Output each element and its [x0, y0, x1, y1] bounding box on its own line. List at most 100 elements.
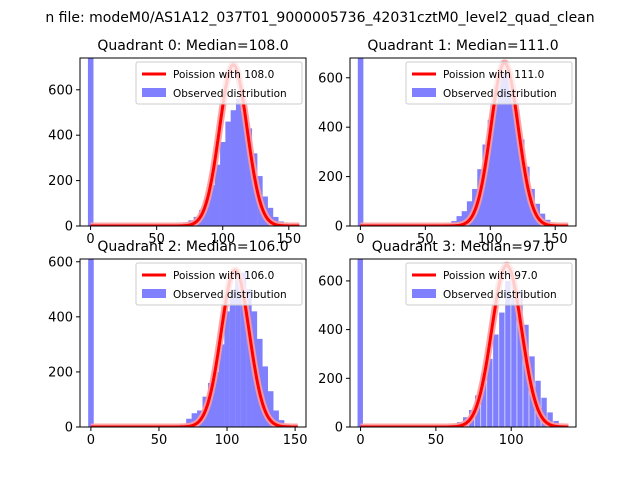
histogram-bar: [191, 413, 198, 427]
poisson-fit-line: [89, 63, 301, 226]
poisson-fit-line: [359, 61, 570, 226]
legend-entry-fit: Poission with 108.0: [173, 69, 274, 81]
legend: Poission with 106.0 Observed distribution: [135, 262, 303, 306]
axes-frame: [79, 258, 307, 428]
subplot-quadrant-1: 0 50 100 150 0 200 400 600 Quadrant 1: Median=11…: [318, 38, 577, 247]
plot-area: [87, 58, 303, 226]
legend-entry-fit: Poission with 106.0: [173, 270, 274, 282]
x-tick-label: 100: [215, 433, 240, 448]
x-tick-label: 100: [499, 433, 524, 448]
subplot-title: Quadrant 0: Median=108.0: [97, 38, 288, 54]
histogram-bar: [235, 98, 242, 226]
axes-frame: [79, 57, 307, 227]
histogram-bar: [499, 312, 505, 427]
histogram-bar: [213, 371, 219, 427]
x-tick-label: 150: [276, 232, 301, 247]
histogram-bar: [547, 412, 553, 427]
x-tick-label: 50: [151, 433, 168, 448]
y-tick-label: 600: [318, 71, 343, 86]
x-tick-label: 0: [356, 232, 364, 247]
histogram-bar: [214, 164, 221, 226]
y-tick-label: 400: [48, 310, 73, 325]
x-tick-label: 0: [87, 433, 95, 448]
histogram-bar: [456, 216, 463, 226]
legend: Poission with 108.0 Observed distribution: [135, 61, 303, 105]
histogram-bar: [246, 128, 253, 226]
x-tick-label: 100: [210, 232, 235, 247]
legend-entry-fit: Poission with 111.0: [443, 69, 544, 81]
x-tick-label: 50: [428, 433, 445, 448]
subplot-quadrant-2: 0 50 100 150 0 200 400 600 Quadrant 2: Median=10…: [48, 239, 307, 448]
histogram-bar: [220, 142, 226, 226]
legend-entry-observed: Observed distribution: [443, 88, 557, 100]
legend-entry-fit: Poission with 97.0: [443, 270, 538, 282]
histogram-bar: [224, 311, 230, 427]
y-tick-label: 0: [65, 220, 73, 235]
histogram-bar: [481, 373, 487, 427]
y-tick-label: 600: [48, 83, 73, 98]
legend: Poission with 111.0 Observed distribution: [405, 61, 573, 105]
histogram-bar: [218, 344, 225, 427]
histogram-bar: [204, 198, 210, 226]
legend-box: [405, 61, 573, 105]
subplot-title: Quadrant 2: Median=106.0: [97, 239, 288, 255]
legend-bar-swatch: [412, 88, 436, 97]
histogram-bar: [87, 58, 94, 226]
y-tick-label: 400: [318, 121, 343, 136]
histogram-bar: [517, 290, 523, 427]
histogram-bar: [508, 87, 515, 226]
histogram-bar: [241, 112, 247, 226]
subplot-quadrant-3: 0 50 100 0 200 400 600 Quadrant 3: Median=97.0 P…: [318, 239, 577, 448]
histogram-bar: [229, 289, 236, 427]
y-tick-label: 400: [318, 323, 343, 338]
subplot-quadrant-0: 0 50 100 150 0 200 400 600 Quadrant 0: Median=10…: [48, 38, 307, 247]
histogram-bar: [230, 110, 237, 226]
legend-bar-swatch: [142, 289, 166, 298]
plot-area: [357, 259, 572, 427]
histogram-bar: [225, 121, 231, 226]
histogram-bar: [88, 259, 94, 427]
subplot-title: Quadrant 3: Median=97.0: [372, 239, 554, 255]
legend-entry-observed: Observed distribution: [173, 88, 287, 100]
y-tick-label: 0: [335, 421, 343, 436]
x-tick-label: 50: [417, 232, 434, 247]
histogram-bar: [513, 109, 520, 226]
histogram-bar: [357, 58, 364, 226]
legend-entry-observed: Observed distribution: [443, 289, 557, 301]
legend-bar-swatch: [412, 289, 436, 298]
y-tick-label: 200: [48, 174, 73, 189]
histogram-bar: [357, 259, 363, 427]
y-tick-label: 0: [65, 421, 73, 436]
histogram-bar: [503, 72, 509, 226]
legend-box: [405, 262, 573, 306]
y-tick-label: 600: [48, 255, 73, 270]
axes-frame: [349, 57, 577, 227]
histogram-bar: [209, 185, 216, 226]
histogram-bar: [518, 139, 525, 226]
y-tick-label: 400: [48, 129, 73, 144]
y-tick-label: 200: [48, 365, 73, 380]
legend-entry-observed: Observed distribution: [173, 289, 287, 301]
histogram-bar: [240, 272, 247, 427]
histogram-bar: [541, 397, 547, 427]
x-tick-label: 100: [478, 232, 503, 247]
y-tick-label: 200: [318, 170, 343, 185]
plot-area: [88, 259, 301, 427]
histogram-bar: [493, 334, 499, 427]
figure-suptitle: n file: modeM0/AS1A12_037T01_9000005736_…: [45, 10, 594, 26]
histogram-bar: [492, 87, 499, 226]
histogram-bar: [505, 280, 511, 427]
histogram-bar: [498, 77, 504, 226]
plot-area: [357, 58, 572, 226]
legend: Poission with 97.0 Observed distribution: [405, 262, 573, 306]
poisson-fit-line: [359, 263, 570, 427]
x-tick-label: 0: [356, 433, 364, 448]
histogram-bar: [487, 119, 494, 226]
y-tick-label: 0: [335, 220, 343, 235]
histogram-bar: [246, 289, 252, 427]
histogram-bar: [273, 410, 279, 427]
axes-frame: [349, 258, 577, 428]
legend-box: [135, 262, 303, 306]
histogram-bar: [511, 297, 517, 427]
